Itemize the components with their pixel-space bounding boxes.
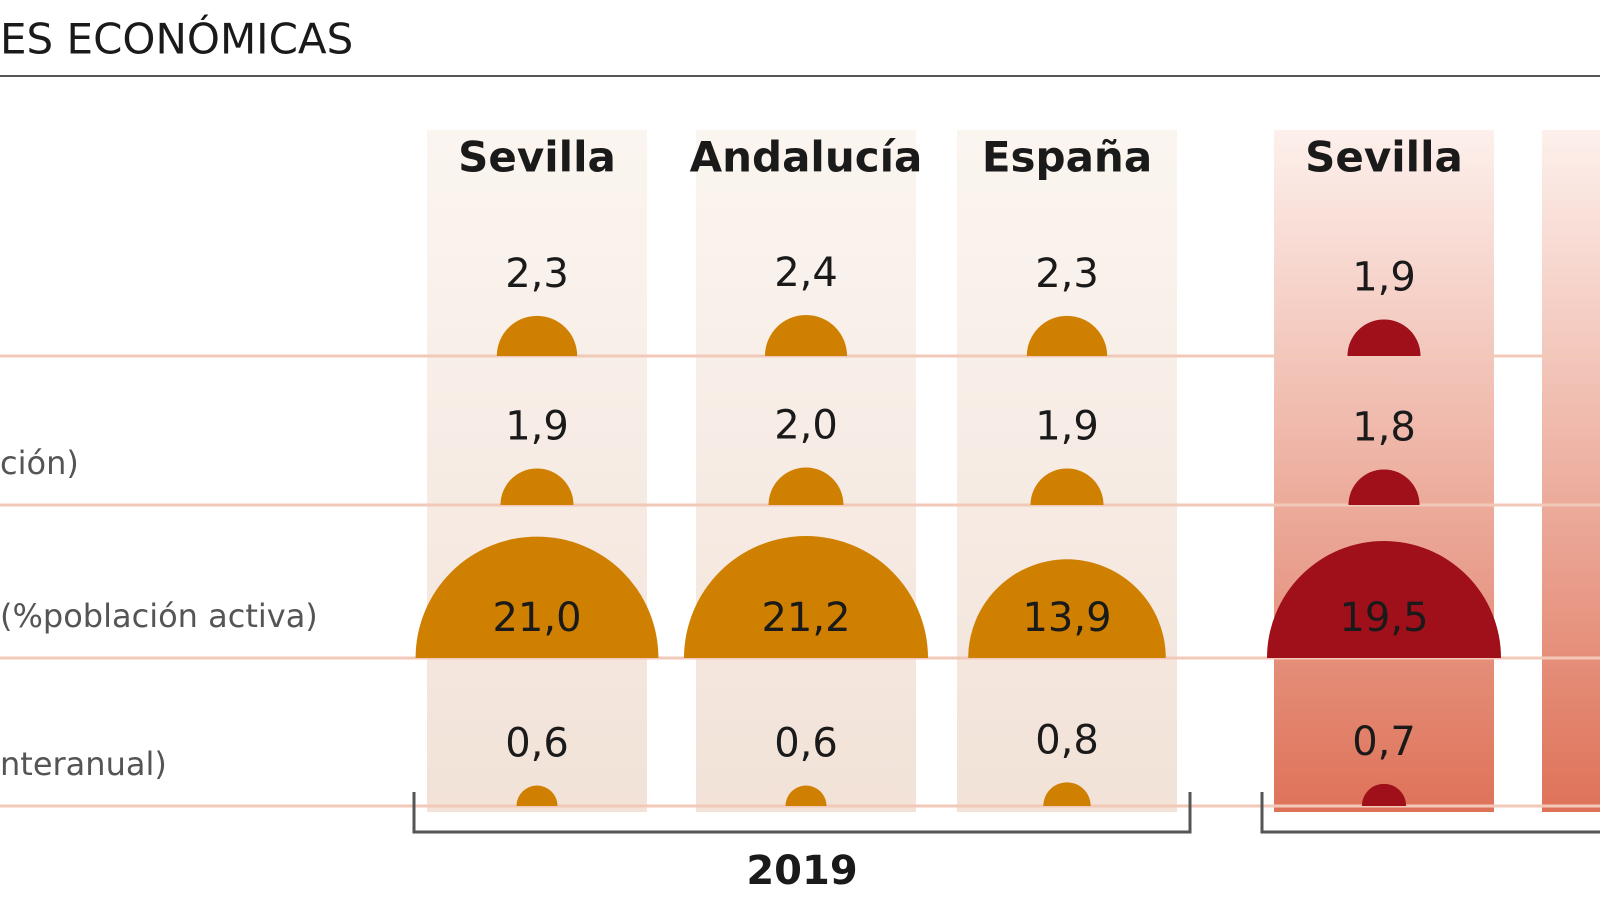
- value-label: 1,9: [1352, 254, 1416, 300]
- column-header: Andalucía: [690, 133, 923, 182]
- semicircle: [1266, 540, 1502, 658]
- chart-title: ES ECONÓMICAS: [0, 14, 353, 64]
- value-label: 21,2: [761, 595, 850, 641]
- semicircle: [968, 559, 1166, 658]
- row-label: ción): [0, 444, 79, 482]
- value-label: 0,7: [1352, 719, 1416, 765]
- row-label: nteranual): [0, 745, 167, 783]
- semicircle: [1347, 319, 1421, 356]
- semicircle: [516, 785, 558, 806]
- semicircle: [1043, 782, 1091, 806]
- semicircle: [768, 467, 844, 505]
- value-label: 1,9: [505, 403, 569, 449]
- value-label: 0,6: [774, 720, 838, 766]
- group-bracket: [412, 792, 1192, 834]
- semicircle: [1030, 468, 1104, 505]
- semicircle: [684, 536, 928, 658]
- semicircle: [415, 536, 659, 658]
- value-label: 2,4: [774, 250, 838, 296]
- semicircle: [1348, 469, 1420, 505]
- row-label: (%población activa): [0, 597, 318, 635]
- value-label: 2,3: [1035, 251, 1099, 297]
- value-label: 0,6: [505, 720, 569, 766]
- group-bracket: [1260, 792, 1600, 834]
- value-label: 1,9: [1035, 403, 1099, 449]
- column-background: [1542, 130, 1600, 812]
- value-label: 2,0: [774, 403, 838, 449]
- semicircle: [1026, 315, 1108, 356]
- value-label: 2,3: [505, 251, 569, 297]
- semicircle: [500, 468, 574, 505]
- value-label: 1,8: [1352, 404, 1416, 450]
- semicircle: [764, 314, 848, 356]
- value-label: 0,8: [1035, 717, 1099, 763]
- value-label: 21,0: [492, 595, 581, 641]
- column-header: Sevilla: [458, 133, 616, 182]
- column-header: Sevilla: [1305, 133, 1463, 182]
- group-label: 2019: [746, 848, 857, 894]
- semicircle: [785, 785, 827, 806]
- value-label: 19,5: [1339, 595, 1428, 641]
- semicircle: [1361, 783, 1407, 806]
- semicircle: [496, 315, 578, 356]
- column-header: España: [982, 133, 1152, 182]
- value-label: 13,9: [1022, 595, 1111, 641]
